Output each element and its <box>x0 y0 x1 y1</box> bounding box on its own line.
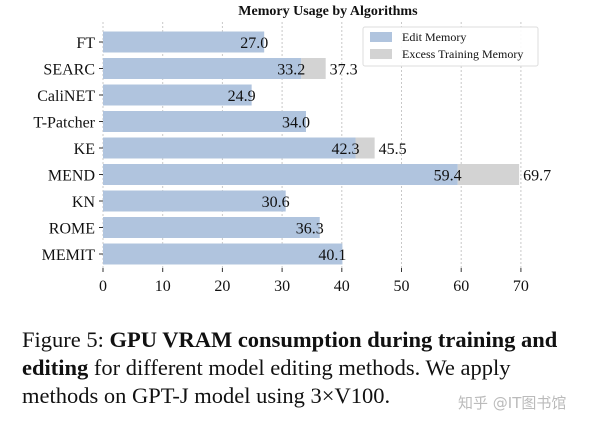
bar-edit-memory <box>103 243 343 265</box>
legend-swatch <box>370 32 392 42</box>
caption-prefix: Figure 5: <box>22 327 110 352</box>
y-tick-label: MEMIT <box>42 247 96 264</box>
chart-title: Memory Usage by Algorithms <box>238 4 418 19</box>
data-label-total: 69.7 <box>523 168 551 185</box>
x-tick-label: 0 <box>99 278 107 295</box>
legend-box <box>362 26 539 67</box>
bar-edit-memory <box>103 84 252 106</box>
bar-excess-training-memory <box>457 164 520 185</box>
y-tick-label: FT <box>76 35 95 52</box>
caption-bold: GPU VRAM consumption during training and… <box>22 327 558 380</box>
memory-usage-chart: Memory Usage by Algorithms 0 10 20 30 40 50 60 7… <box>33 4 551 295</box>
bar-edit-memory <box>103 137 356 159</box>
y-tick-label: KN <box>72 194 96 211</box>
data-label-total: 45.5 <box>379 141 407 158</box>
x-tick-label: 60 <box>453 278 469 295</box>
figure-caption: Figure 5: GPU VRAM consumption during tr… <box>22 326 582 410</box>
bar-edit-memory <box>103 164 458 185</box>
y-tick-label: KE <box>74 141 95 158</box>
data-label-edit: 34.0 <box>282 115 310 132</box>
bar-edit-memory <box>103 31 265 53</box>
x-tick-label: 10 <box>155 278 171 295</box>
data-label-edit: 33.2 <box>277 62 305 79</box>
data-label-edit: 27.0 <box>240 35 268 52</box>
bar-excess-training-memory <box>301 58 326 79</box>
legend-label: Excess Training Memory <box>402 47 523 61</box>
bar-edit-memory <box>103 190 286 212</box>
legend-swatch <box>370 49 392 59</box>
data-label-edit: 42.3 <box>332 141 360 158</box>
y-tick-label: MEND <box>48 168 95 185</box>
y-tick-label: SEARC <box>43 62 95 79</box>
x-tick-label: 50 <box>394 278 410 295</box>
y-tick-label: T-Patcher <box>33 115 95 132</box>
x-tick-label: 40 <box>334 278 350 295</box>
watermark: 知乎 @IT图书馆 <box>458 394 567 412</box>
bar-edit-memory <box>103 58 302 79</box>
bar-edit-memory <box>103 111 306 132</box>
data-label-edit: 30.6 <box>262 194 290 211</box>
bar-excess-training-memory <box>355 137 375 159</box>
y-tick-label: CaliNET <box>37 88 95 105</box>
data-label-total: 37.3 <box>330 62 358 79</box>
data-label-edit: 36.3 <box>296 221 324 238</box>
caption-rest: for different model editing methods. We … <box>22 355 511 408</box>
data-label-edit: 59.4 <box>434 168 462 185</box>
x-tick-label: 30 <box>274 278 290 295</box>
x-tick-label: 70 <box>513 278 529 295</box>
x-tick-label: 20 <box>214 278 230 295</box>
data-label-edit: 24.9 <box>228 88 256 105</box>
y-tick-label: ROME <box>49 221 95 238</box>
legend-label: Edit Memory <box>402 30 466 44</box>
bar-edit-memory <box>103 217 320 238</box>
data-label-edit: 40.1 <box>318 247 346 264</box>
